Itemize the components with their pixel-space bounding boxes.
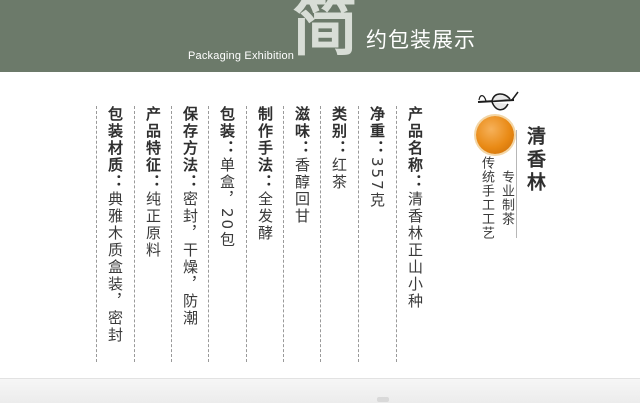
spec-value: 密封，干燥，防潮 bbox=[181, 191, 199, 327]
column-divider bbox=[283, 106, 284, 362]
spec-column-taste: 滋味：香醇回甘 bbox=[283, 106, 313, 362]
dragonfly-icon bbox=[477, 91, 519, 111]
column-divider bbox=[208, 106, 209, 362]
column-divider bbox=[320, 106, 321, 362]
column-divider bbox=[396, 106, 397, 362]
spec-value: 单盒，20包 bbox=[218, 157, 236, 249]
spec-value: 清香林正山小种 bbox=[406, 191, 424, 310]
bottom-mark bbox=[377, 397, 389, 402]
brand-subtitle-2: 传统手工工艺 bbox=[479, 156, 494, 240]
spec-column-net-weight: 净重：357克 bbox=[358, 106, 388, 362]
brand-divider bbox=[516, 130, 517, 238]
spec-label: 类别： bbox=[330, 106, 348, 157]
spec-value: 全发酵 bbox=[256, 191, 274, 242]
spec-column-product-name: 产品名称：清香林正山小种 bbox=[396, 106, 426, 362]
spec-value: 纯正原料 bbox=[144, 191, 162, 259]
column-divider bbox=[358, 106, 359, 362]
banner-title: 约包装展示 bbox=[366, 28, 476, 52]
header-banner: Packaging Exhibition 简 约包装展示 bbox=[0, 0, 640, 72]
column-divider bbox=[96, 106, 97, 362]
spec-label: 制作手法： bbox=[256, 106, 274, 191]
spec-label: 产品名称： bbox=[406, 106, 424, 191]
bottom-strip bbox=[0, 378, 640, 403]
banner-english-label: Packaging Exhibition bbox=[188, 50, 295, 62]
spec-label: 包装： bbox=[218, 106, 236, 157]
column-divider bbox=[246, 106, 247, 362]
brand-subtitle-1: 专业制茶 bbox=[499, 170, 514, 226]
spec-label: 净重： bbox=[368, 106, 386, 157]
column-divider bbox=[171, 106, 172, 362]
spec-label: 滋味： bbox=[293, 106, 311, 157]
brand-name: 清香林 bbox=[524, 126, 546, 195]
spec-column-material: 包装材质：典雅木质盒装，密封 bbox=[96, 106, 126, 362]
spec-value: 红茶 bbox=[330, 157, 348, 191]
spec-column-category: 类别：红茶 bbox=[320, 106, 350, 362]
spec-column-features: 产品特征：纯正原料 bbox=[134, 106, 164, 362]
spec-value: 典雅木质盒装，密封 bbox=[106, 191, 124, 344]
spec-column-packaging: 包装：单盒，20包 bbox=[208, 106, 238, 362]
spec-label: 产品特征： bbox=[144, 106, 162, 191]
brand-orb-logo bbox=[476, 116, 514, 154]
spec-value: 香醇回甘 bbox=[293, 157, 311, 225]
spec-value: 357克 bbox=[368, 157, 386, 209]
spec-label: 包装材质： bbox=[106, 106, 124, 191]
spec-column-process: 制作手法：全发酵 bbox=[246, 106, 276, 362]
spec-label: 保存方法： bbox=[181, 106, 199, 191]
spec-column-storage: 保存方法：密封，干燥，防潮 bbox=[171, 106, 201, 362]
banner-big-character: 简 bbox=[292, 0, 358, 65]
column-divider bbox=[134, 106, 135, 362]
